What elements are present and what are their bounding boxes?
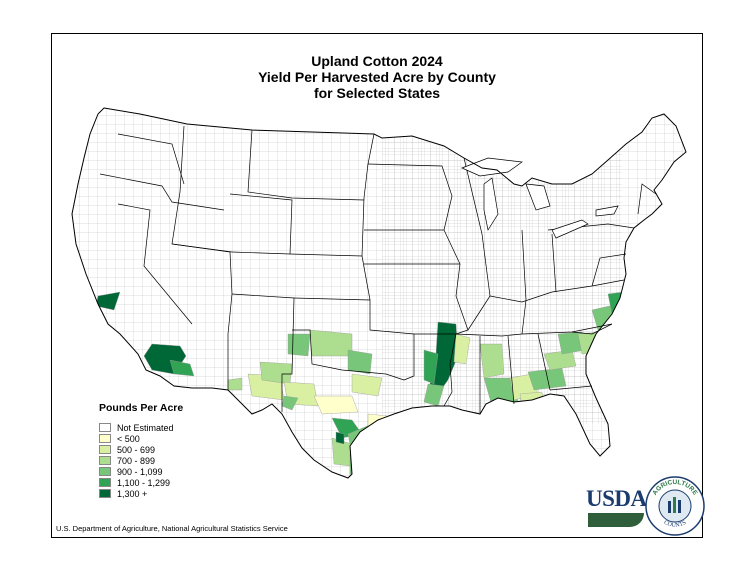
yield-county-cluster <box>281 395 299 411</box>
legend-label: < 500 <box>117 433 140 444</box>
yield-county-cluster <box>479 343 505 379</box>
legend-item: 900 - 1,099 <box>99 466 239 477</box>
legend-swatch <box>99 456 111 465</box>
state-line <box>551 233 557 293</box>
state-line <box>117 203 193 325</box>
yield-county-cluster <box>347 349 373 375</box>
yield-regions <box>95 291 627 478</box>
legend-swatch <box>99 445 111 454</box>
lake-ontario <box>595 205 619 217</box>
lake-superior <box>461 157 523 177</box>
state-line <box>231 293 295 412</box>
legend-swatch <box>99 478 111 487</box>
title-line-3: for Selected States <box>313 85 441 101</box>
legend-label: 1,100 - 1,299 <box>117 477 171 488</box>
yield-county-cluster <box>453 333 471 365</box>
yield-county-cluster <box>527 367 567 391</box>
us-county-map <box>71 107 687 479</box>
state-line <box>403 334 415 381</box>
title-line-2: Yield Per Harvested Acre by County <box>258 69 496 85</box>
usda-logo-text: USDA <box>586 486 647 511</box>
state-boundaries <box>99 125 657 414</box>
legend-label: Not Estimated <box>117 422 174 433</box>
legend-label: 1,300 + <box>117 488 148 499</box>
yield-county-cluster <box>349 453 369 478</box>
legend-swatch <box>99 467 111 476</box>
state-line <box>361 255 371 301</box>
title-line-1: Upland Cotton 2024 <box>311 53 443 69</box>
seal-bottom-text: COUNTS <box>663 520 688 529</box>
lake-huron <box>525 183 551 211</box>
state-line <box>637 183 657 215</box>
lake-michigan <box>483 177 499 231</box>
yield-county-cluster <box>227 377 243 391</box>
state-line <box>247 129 365 201</box>
great-lakes <box>461 157 619 239</box>
state-line <box>443 333 457 407</box>
state-line <box>489 279 625 303</box>
legend-items: Not Estimated < 500 500 - 699 700 - 899 900 … <box>99 422 239 499</box>
state-line <box>521 229 527 301</box>
legend-item: 1,100 - 1,299 <box>99 477 239 488</box>
map-frame: Upland Cotton 2024 Yield Per Harvested A… <box>51 33 705 538</box>
state-line <box>171 243 233 253</box>
yield-county-cluster <box>519 391 545 407</box>
state-line <box>463 157 491 331</box>
usda-logo-swoosh <box>588 513 644 527</box>
state-line <box>292 329 405 381</box>
yield-county-cluster <box>335 431 345 445</box>
seal-column <box>673 497 676 513</box>
legend: Pounds Per Acre Not Estimated < 500 500 - … <box>99 402 239 499</box>
state-line <box>293 297 415 335</box>
state-line <box>537 333 551 391</box>
legend-item: Not Estimated <box>99 422 239 433</box>
seal-column <box>668 501 671 513</box>
legend-label: 700 - 899 <box>117 455 156 466</box>
legend-item: 700 - 899 <box>99 455 239 466</box>
legend-swatch <box>99 423 111 432</box>
state-line <box>549 385 593 391</box>
legend-label: 500 - 699 <box>117 444 156 455</box>
state-line <box>229 193 293 255</box>
yield-county-cluster <box>351 373 383 397</box>
seal-column <box>678 500 681 513</box>
agriculture-counts-seal: AGRICULTURE COUNTS <box>645 476 705 536</box>
yield-county-cluster <box>169 359 195 377</box>
lake-erie <box>551 219 589 239</box>
source-credit: U.S. Department of Agriculture, National… <box>56 524 288 533</box>
legend-title: Pounds Per Acre <box>99 402 184 414</box>
state-line <box>521 299 527 335</box>
state-line <box>99 173 225 211</box>
yield-county-cluster <box>577 331 603 355</box>
yield-county-cluster <box>367 413 389 433</box>
usda-logo: USDA <box>586 486 647 530</box>
map-title: Upland Cotton 2024 Yield Per Harvested A… <box>52 53 702 101</box>
legend-item: < 500 <box>99 433 239 444</box>
state-line <box>571 323 613 335</box>
legend-swatch <box>99 489 111 498</box>
legend-label: 900 - 1,099 <box>117 466 163 477</box>
state-line <box>507 335 515 405</box>
state-line <box>591 253 627 287</box>
legend-swatch <box>99 434 111 443</box>
legend-item: 500 - 699 <box>99 444 239 455</box>
yield-county-cluster <box>423 349 439 385</box>
yield-county-cluster <box>287 333 311 357</box>
legend-item: 1,300 + <box>99 488 239 499</box>
yield-county-cluster <box>309 329 353 357</box>
state-line <box>117 133 185 185</box>
yield-county-cluster <box>313 395 359 415</box>
